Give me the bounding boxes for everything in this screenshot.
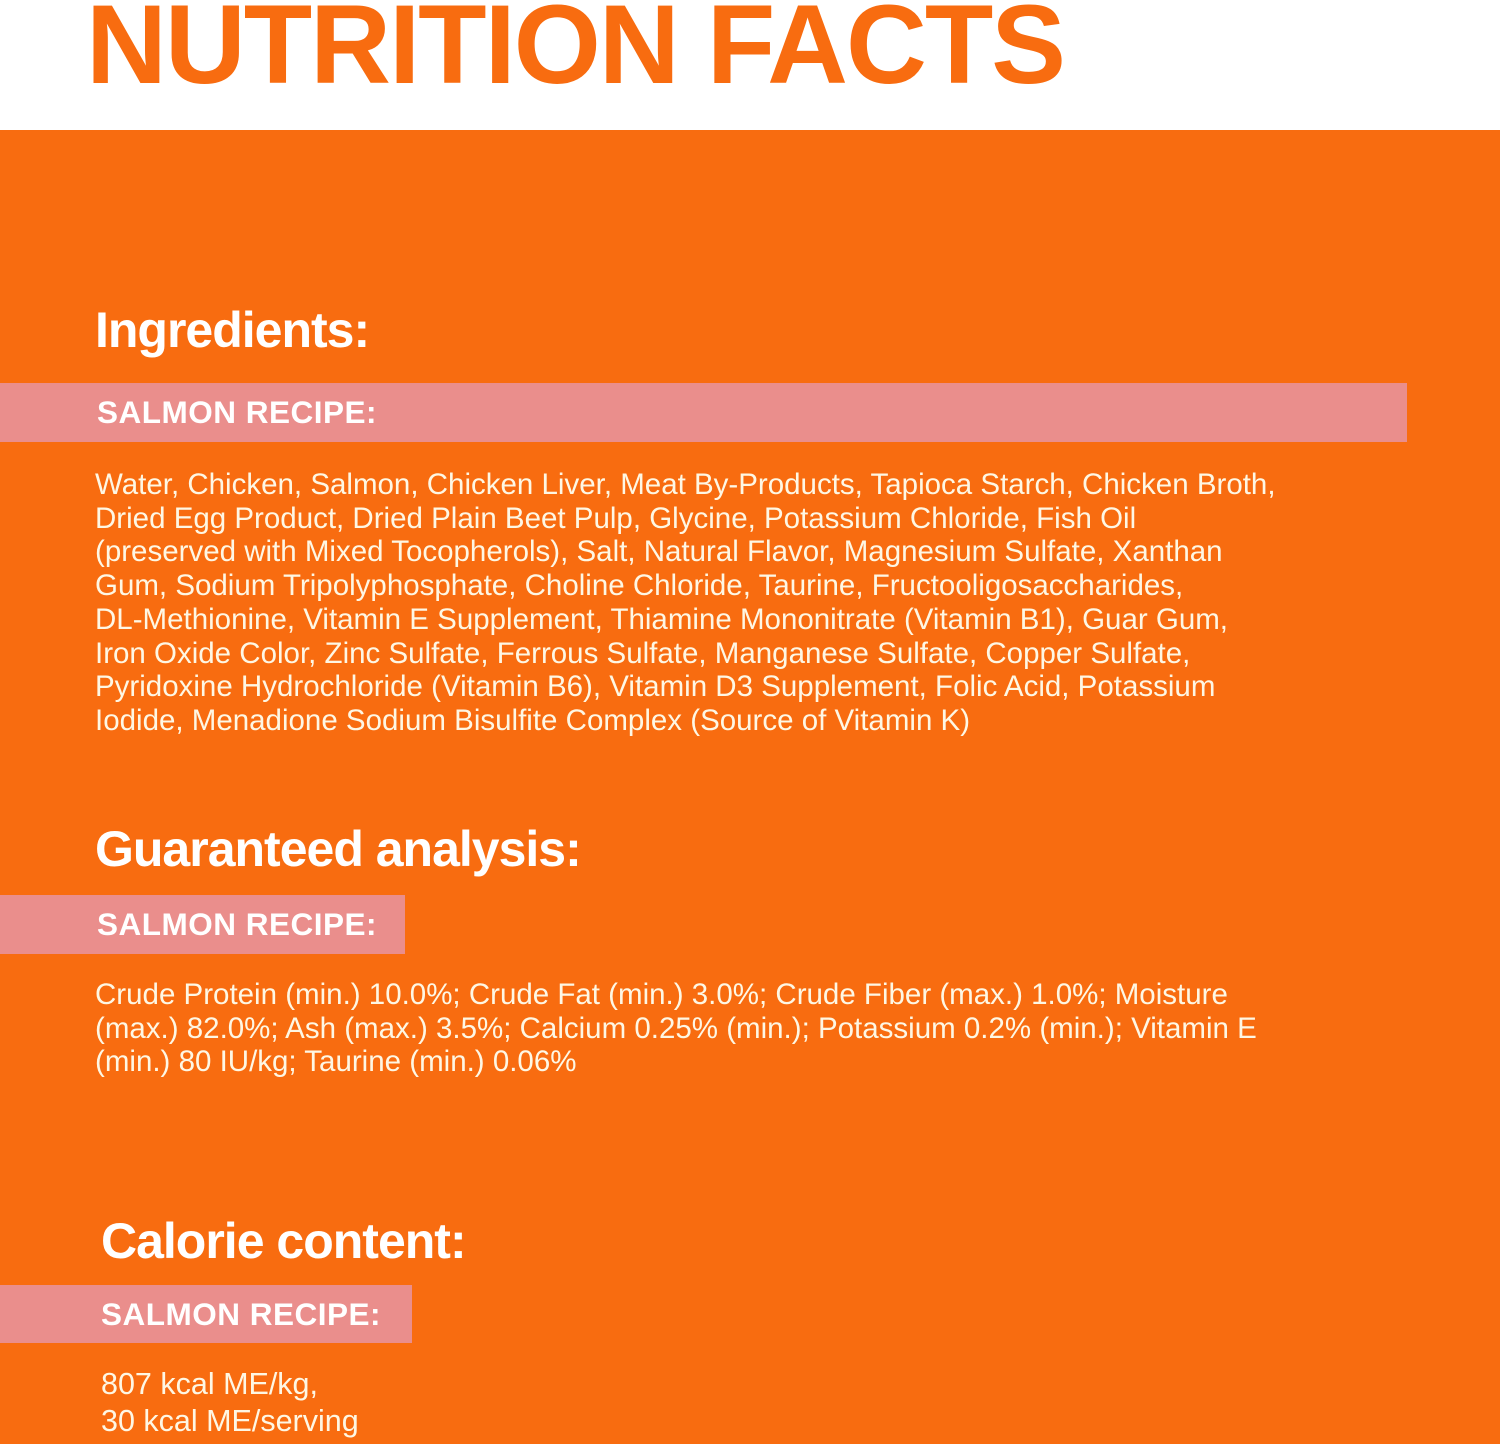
calorie-content-recipe-banner: SALMON RECIPE: (0, 1285, 412, 1343)
ingredients-recipe-label: SALMON RECIPE: (97, 394, 378, 430)
guaranteed-analysis-text: Crude Protein (min.) 10.0%; Crude Fat (m… (95, 978, 1257, 1079)
label-header: NUTRITION FACTS (0, 0, 1500, 130)
ingredients-text: Water, Chicken, Salmon, Chicken Liver, M… (95, 468, 1276, 737)
calorie-content-heading: Calorie content: (101, 1213, 467, 1269)
guaranteed-analysis-recipe-banner: SALMON RECIPE: (0, 895, 405, 954)
page-title: NUTRITION FACTS (86, 0, 1066, 107)
calorie-content-recipe-label: SALMON RECIPE: (101, 1295, 382, 1332)
guaranteed-analysis-recipe-label: SALMON RECIPE: (97, 906, 378, 942)
calorie-content-text: 807 kcal ME/kg, 30 kcal ME/serving (101, 1367, 359, 1438)
label-body-background: Ingredients: SALMON RECIPE: Water, Chick… (0, 130, 1500, 1444)
ingredients-heading: Ingredients: (95, 302, 370, 358)
guaranteed-analysis-heading: Guaranteed analysis: (95, 821, 582, 877)
ingredients-recipe-banner: SALMON RECIPE: (0, 383, 1407, 442)
